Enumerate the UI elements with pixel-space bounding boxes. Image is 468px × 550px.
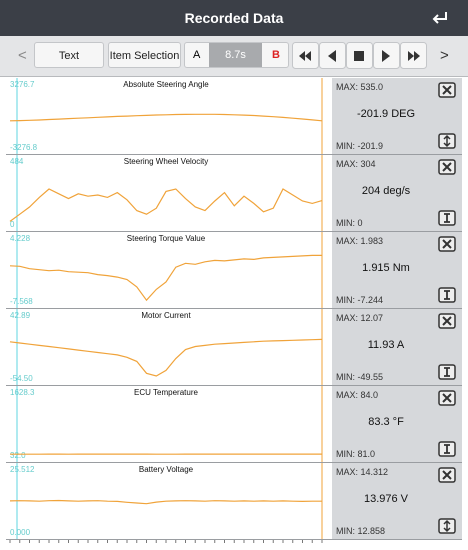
y-bottom-label: -3276.8 bbox=[10, 143, 38, 152]
y-bottom-label: 0.000 bbox=[10, 528, 31, 537]
close-button[interactable] bbox=[438, 159, 456, 175]
value-panel: MAX: 535.0 -201.9 DEG MIN: -201.9 bbox=[332, 78, 462, 154]
data-line bbox=[9, 113, 323, 122]
data-panel: Motor Current 42.89 -54.50 MAX: 12.07 11.93 … bbox=[6, 309, 462, 386]
panel-chart: Motor Current 42.89 -54.50 bbox=[9, 309, 323, 385]
close-button[interactable] bbox=[438, 467, 456, 483]
data-panel: Battery Voltage 25.512 0.000 MAX: 14.312 13.… bbox=[6, 463, 462, 540]
panel-title: Steering Wheel Velocity bbox=[124, 157, 209, 166]
value-panel: MAX: 1.983 1.915 Nm MIN: -7.244 bbox=[332, 232, 462, 308]
scale-button[interactable] bbox=[438, 364, 456, 380]
data-line bbox=[9, 338, 323, 377]
y-bottom-label: 32.0 bbox=[10, 451, 26, 460]
panel-title: ECU Temperature bbox=[134, 388, 198, 397]
header: Recorded Data bbox=[0, 0, 468, 36]
panel-chart: Steering Wheel Velocity4840 bbox=[9, 155, 323, 231]
min-label: MIN: -49.55 bbox=[336, 372, 384, 382]
data-line bbox=[9, 188, 323, 222]
text-button[interactable]: Text bbox=[34, 42, 104, 68]
min-label: MIN: -7.244 bbox=[336, 295, 384, 305]
close-button[interactable] bbox=[438, 390, 456, 406]
time-axis: B bbox=[9, 540, 323, 543]
panel-title: Steering Torque Value bbox=[127, 234, 206, 243]
panel-title: Absolute Steering Angle bbox=[123, 80, 209, 89]
a-marker[interactable]: A bbox=[193, 49, 201, 61]
y-top-label: 42.89 bbox=[10, 311, 31, 320]
data-panel: ECU Temperature 1628.3 32.0 MAX: 84.0 83.3 °… bbox=[6, 386, 462, 463]
data-line bbox=[9, 499, 322, 505]
panel-chart: Absolute Steering Angle 3276.7 -3276.8 bbox=[9, 78, 323, 154]
min-label: MIN: 12.858 bbox=[336, 526, 386, 536]
value-panel: MAX: 304 204 deg/s MIN: 0 bbox=[332, 155, 462, 231]
y-bottom-label: 0 bbox=[10, 220, 15, 229]
panel-title: Motor Current bbox=[141, 311, 191, 320]
max-label: MAX: 1.983 bbox=[336, 236, 384, 246]
b-marker[interactable]: B bbox=[272, 49, 280, 61]
min-label: MIN: 0 bbox=[336, 218, 363, 228]
max-label: MAX: 304 bbox=[336, 159, 376, 169]
scale-button[interactable] bbox=[438, 441, 456, 457]
close-button[interactable] bbox=[438, 236, 456, 252]
data-panel: Steering Wheel Velocity4840 MAX: 304 204 d… bbox=[6, 155, 462, 232]
item-selection-button[interactable]: Item Selection bbox=[108, 42, 181, 68]
next-button[interactable]: > bbox=[440, 47, 449, 64]
time-display: 8.7s bbox=[209, 43, 262, 67]
data-line bbox=[9, 254, 322, 302]
fast-forward-button[interactable] bbox=[400, 42, 427, 69]
playback-controls bbox=[292, 42, 427, 69]
close-button[interactable] bbox=[438, 313, 456, 329]
y-bottom-label: -54.50 bbox=[10, 374, 33, 383]
panel-chart: Steering Torque Value 4.228 -7.568 bbox=[9, 232, 323, 308]
data-panel: Absolute Steering Angle 3276.7 -3276.8 MAX:… bbox=[6, 78, 462, 155]
scale-button[interactable] bbox=[438, 210, 456, 226]
header-title: Recorded Data bbox=[184, 10, 284, 26]
scale-button[interactable] bbox=[438, 287, 456, 303]
y-top-label: 25.512 bbox=[10, 465, 35, 474]
y-top-label: 3276.7 bbox=[10, 80, 35, 89]
max-label: MAX: 14.312 bbox=[336, 467, 389, 477]
panel-chart: ECU Temperature 1628.3 32.0 bbox=[10, 386, 323, 462]
max-label: MAX: 12.07 bbox=[336, 313, 384, 323]
current-value: 1.915 Nm bbox=[362, 262, 410, 274]
min-label: MIN: -201.9 bbox=[336, 141, 384, 151]
current-value: 13.976 V bbox=[363, 493, 409, 505]
panel-chart: Battery Voltage 25.512 0.000 bbox=[9, 463, 323, 539]
min-label: MIN: 81.0 bbox=[336, 449, 376, 459]
value-panel: MAX: 12.07 11.93 A MIN: -49.55 bbox=[332, 309, 462, 385]
y-top-label: 4.228 bbox=[10, 234, 31, 243]
prev-button[interactable]: < bbox=[18, 47, 27, 64]
expand-button[interactable] bbox=[438, 133, 456, 149]
back-button[interactable] bbox=[430, 9, 450, 27]
y-bottom-label: -7.568 bbox=[10, 297, 33, 306]
expand-button[interactable] bbox=[438, 518, 456, 534]
current-value: 83.3 °F bbox=[368, 416, 404, 428]
data-panel: Steering Torque Value 4.228 -7.568 MAX: 1.9… bbox=[6, 232, 462, 309]
value-panel: MAX: 14.312 13.976 V MIN: 12.858 bbox=[332, 463, 462, 539]
max-label: MAX: 535.0 bbox=[336, 82, 384, 92]
current-value: 204 deg/s bbox=[361, 185, 411, 197]
value-panel: MAX: 84.0 83.3 °F MIN: 81.0 bbox=[332, 386, 462, 462]
max-label: MAX: 84.0 bbox=[336, 390, 379, 400]
panel-title: Battery Voltage bbox=[139, 465, 194, 474]
close-button[interactable] bbox=[438, 82, 456, 98]
current-value: 11.93 A bbox=[367, 339, 405, 351]
y-top-label: 1628.3 bbox=[10, 388, 35, 397]
toolbar: < Text Item Selection A 8.7s B > bbox=[0, 36, 468, 77]
rewind-button[interactable] bbox=[292, 42, 319, 69]
current-value: -201.9 DEG bbox=[356, 108, 416, 120]
